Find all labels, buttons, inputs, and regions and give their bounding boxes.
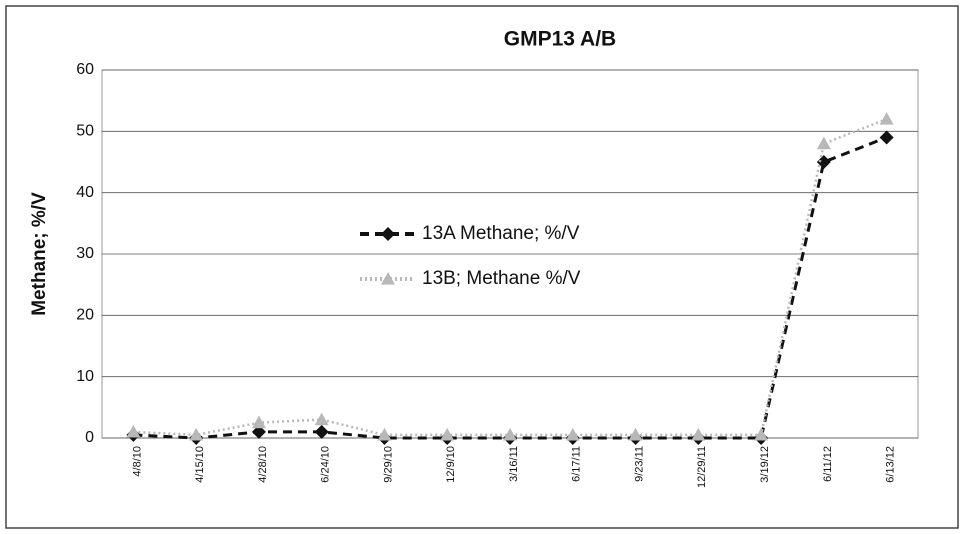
data-marker bbox=[565, 427, 580, 441]
y-axis-label: Methane; %/V bbox=[29, 192, 50, 316]
y-tick-label: 10 bbox=[76, 368, 94, 385]
chart-frame bbox=[5, 5, 959, 529]
x-tick-label: 4/15/10 bbox=[194, 446, 206, 483]
y-tick-label: 50 bbox=[76, 123, 94, 140]
x-tick-label: 3/16/11 bbox=[508, 446, 520, 482]
data-marker bbox=[377, 427, 392, 441]
x-tick-label: 3/19/12 bbox=[759, 446, 771, 483]
x-tick-label: 4/28/10 bbox=[257, 446, 269, 483]
legend-marker bbox=[381, 272, 395, 285]
chart-title: GMP13 A/B bbox=[504, 28, 616, 51]
x-tick-label: 4/8/10 bbox=[131, 446, 143, 477]
legend-marker bbox=[381, 227, 395, 241]
data-marker bbox=[440, 427, 455, 441]
y-tick-label: 20 bbox=[76, 307, 94, 324]
data-marker bbox=[754, 427, 769, 441]
data-marker bbox=[314, 424, 329, 439]
x-tick-label: 6/11/12 bbox=[822, 446, 834, 482]
y-tick-label: 0 bbox=[85, 429, 94, 446]
legend-label: 13B; Methane %/V bbox=[422, 268, 581, 289]
data-marker bbox=[126, 424, 141, 438]
y-tick-label: 30 bbox=[76, 245, 94, 262]
x-tick-label: 9/23/11 bbox=[633, 446, 645, 482]
data-marker bbox=[314, 412, 329, 426]
data-marker bbox=[251, 424, 266, 439]
x-tick-label: 6/24/10 bbox=[320, 446, 332, 483]
data-marker bbox=[251, 415, 266, 429]
data-marker bbox=[503, 427, 517, 441]
y-tick-label: 60 bbox=[76, 61, 94, 78]
x-tick-label: 12/9/10 bbox=[445, 446, 457, 483]
data-marker bbox=[879, 130, 894, 145]
legend-label: 13A Methane; %/V bbox=[422, 223, 580, 244]
data-marker bbox=[879, 112, 894, 125]
x-tick-label: 6/13/12 bbox=[885, 446, 897, 483]
x-tick-label: 6/17/11 bbox=[571, 446, 583, 482]
data-marker bbox=[816, 136, 831, 150]
x-tick-label: 9/29/10 bbox=[382, 446, 394, 483]
x-tick-label: 12/29/11 bbox=[696, 446, 708, 488]
y-tick-label: 40 bbox=[76, 184, 94, 201]
data-marker bbox=[628, 427, 643, 441]
data-marker bbox=[189, 427, 204, 441]
data-marker bbox=[691, 427, 706, 441]
